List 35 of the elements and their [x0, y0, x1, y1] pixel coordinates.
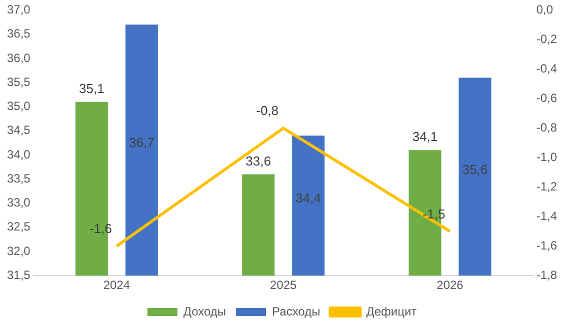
y2-tick-label: -1,2 — [536, 179, 558, 194]
data-label: 34,1 — [412, 129, 438, 144]
data-label: 34,4 — [296, 190, 321, 206]
y-tick-label: 35,5 — [6, 74, 31, 89]
y-tick-label: 36,0 — [6, 50, 31, 65]
y2-tick-label: -1,0 — [536, 150, 558, 164]
y-tick-label: 32,5 — [6, 220, 31, 234]
y2-tick-label: 0,0 — [536, 2, 554, 17]
y-tick-label: 37,0 — [6, 2, 31, 17]
y-tick-label: 31,5 — [6, 268, 31, 282]
y2-tick-label: -0,8 — [536, 120, 558, 134]
legend-label: Расходы — [272, 304, 320, 318]
data-label: 33,6 — [246, 153, 271, 168]
y2-tick-label: -1,8 — [536, 268, 558, 282]
data-label: 35,6 — [462, 162, 488, 177]
y-tick-label: 34,5 — [6, 123, 31, 138]
y2-tick-label: -1,6 — [536, 238, 558, 252]
y2-tick-label: -0,6 — [536, 90, 558, 105]
y-tick-label: 32,0 — [6, 244, 31, 258]
y-tick-label: 34,0 — [6, 147, 31, 162]
y2-tick-label: -1,4 — [536, 208, 558, 223]
x-tick-label: 2026 — [436, 278, 464, 292]
legend-label: Доходы — [183, 304, 226, 318]
data-label: 35,1 — [79, 80, 104, 96]
x-tick-label: 2025 — [270, 278, 298, 292]
y2-tick-label: -0,2 — [536, 32, 558, 46]
y-tick-label: 33,5 — [6, 171, 31, 186]
x-tick-label: 2024 — [103, 278, 130, 292]
y-tick-label: 33,0 — [6, 196, 31, 210]
y2-tick-label: -0,4 — [536, 61, 558, 76]
data-label: -0,8 — [256, 103, 279, 118]
data-label: 36,7 — [129, 135, 154, 150]
y-tick-label: 36,5 — [6, 26, 31, 41]
legend-label: Дефицит — [366, 304, 418, 318]
y-tick-label: 35,0 — [6, 99, 31, 114]
